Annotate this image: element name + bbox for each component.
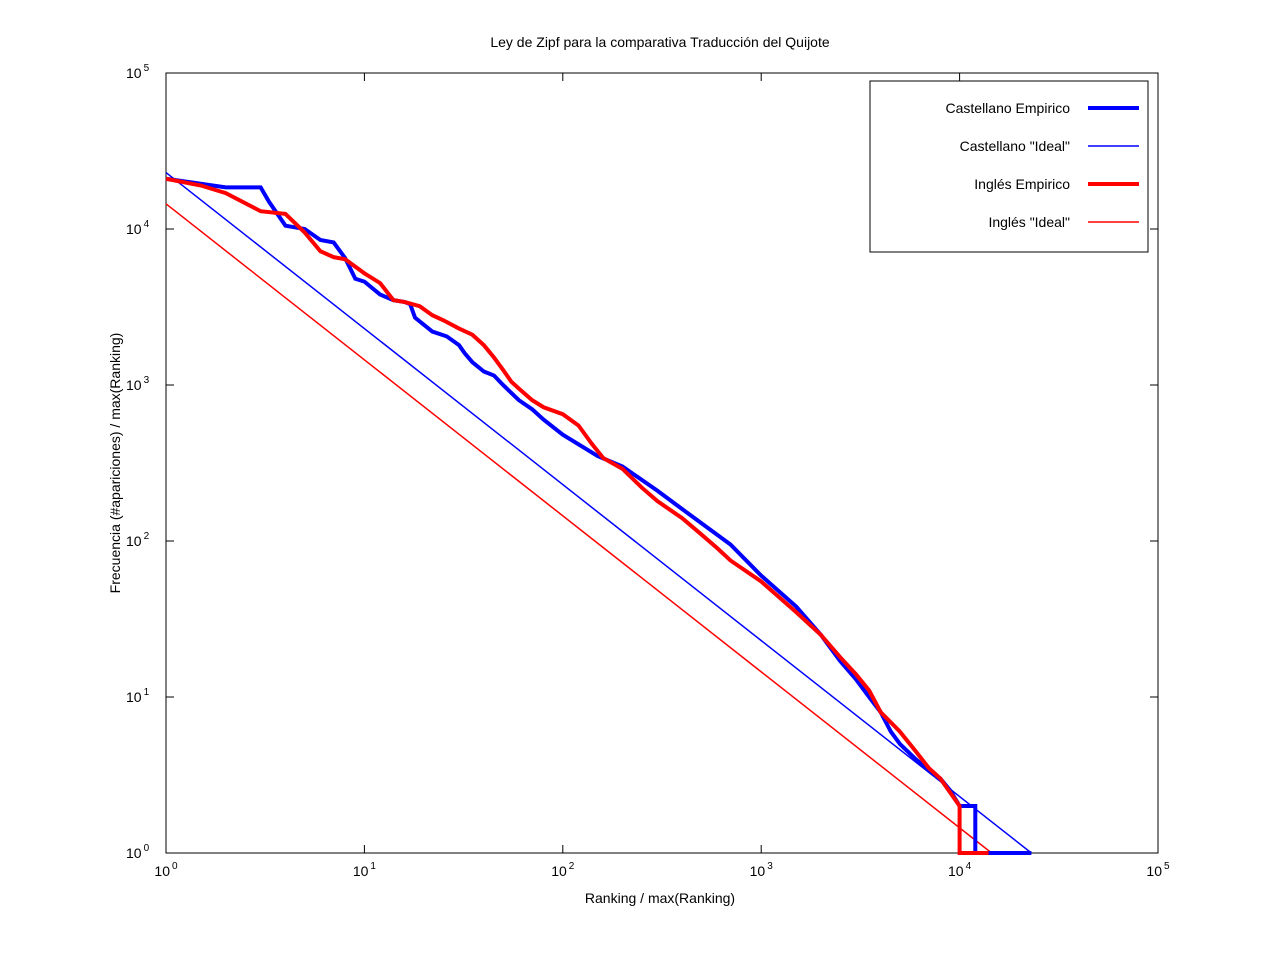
- series-line-2: [165, 176, 989, 855]
- legend: Castellano Empirico Castellano "Ideal" Ing…: [869, 80, 1149, 253]
- legend-entries: Castellano Empirico Castellano "Ideal" Ing…: [946, 100, 1139, 230]
- series-line-3: [165, 203, 993, 854]
- x-axis-label: Ranking / max(Ranking): [585, 890, 735, 906]
- legend-label-0: Castellano Empirico: [946, 100, 1071, 116]
- series-line-0: [165, 176, 1032, 855]
- series-layer: [165, 171, 1032, 855]
- legend-label-1: Castellano "Ideal": [960, 138, 1070, 154]
- y-axis-label: Frecuencia (#apariciones) / max(Ranking): [107, 333, 123, 594]
- plot-frame: [165, 72, 1159, 854]
- x-axis-ticks: 10 0 10 1 10 2 10 3 10 4 10 5: [154, 73, 1170, 879]
- series-line-1: [165, 171, 1032, 854]
- legend-label-2: Inglés Empirico: [974, 176, 1070, 192]
- legend-label-3: Inglés "Ideal": [988, 214, 1070, 230]
- chart-title: Ley de Zipf para la comparativa Traducci…: [490, 34, 830, 50]
